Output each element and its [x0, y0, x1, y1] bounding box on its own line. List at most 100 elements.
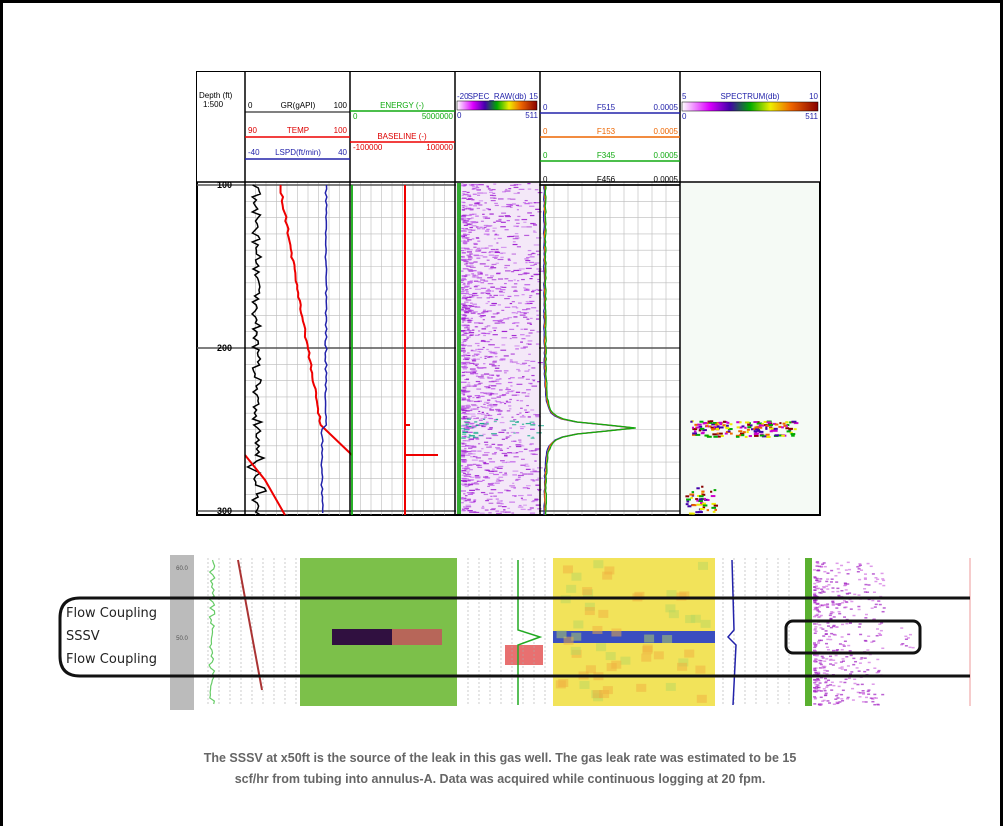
spectrogram-cell	[486, 290, 491, 291]
spectrum-cell	[909, 647, 912, 649]
spectrogram-cell	[461, 413, 467, 414]
spectrogram-cell	[523, 505, 527, 506]
spectrogram-cell	[496, 379, 500, 380]
spectrum-cell	[817, 690, 820, 692]
spectrogram-cell	[461, 456, 465, 457]
spectrogram-cell	[473, 295, 478, 296]
spectrogram-cell	[461, 392, 465, 393]
spectrogram-cell	[468, 483, 470, 484]
spectrogram-cell	[511, 441, 516, 442]
spectrogram-cell	[462, 325, 467, 326]
spectrum-cell	[842, 660, 845, 662]
spectrogram-cell	[463, 500, 466, 501]
spectrogram-cell	[472, 355, 475, 356]
spectrum-cell	[696, 500, 698, 502]
spectrum-cell	[704, 435, 708, 437]
spectrogram-cell	[470, 263, 473, 264]
spectrogram-cell	[516, 414, 519, 415]
spectrum-cell	[696, 426, 699, 428]
spectrogram-cell	[472, 460, 478, 461]
spectrogram-cell	[462, 470, 466, 471]
spectrogram-cell	[471, 199, 474, 200]
spectrogram-cell	[505, 512, 511, 513]
spectrogram-cell	[524, 371, 529, 372]
spectrogram-cell	[508, 389, 510, 390]
spectrogram-cell	[480, 357, 482, 358]
spectrogram-cell	[467, 239, 472, 240]
spectrum-cell	[905, 639, 908, 641]
spectrogram-cell	[487, 400, 490, 401]
spectrum-cell	[726, 425, 729, 427]
header-min: 5	[682, 92, 687, 101]
spectrogram-cell	[461, 382, 466, 383]
fft-patch	[662, 635, 672, 643]
spectrum-cell	[841, 636, 844, 638]
spectrum-cell	[852, 699, 855, 701]
spectrogram-cell	[487, 405, 493, 406]
spectrum-cell	[718, 436, 721, 438]
spectrogram-cell	[461, 287, 463, 288]
spectrum-cell	[836, 626, 839, 628]
spectrogram-cell	[504, 278, 508, 279]
spectrum-cell	[881, 573, 884, 575]
spectrogram-cell	[467, 338, 469, 339]
spectrum-cell	[703, 504, 708, 506]
spectrogram-cell	[461, 303, 465, 304]
spectrum-cell	[859, 634, 862, 636]
spectrum-cell	[816, 607, 819, 609]
spectrum-cell	[816, 563, 819, 565]
spectrogram-cell	[463, 352, 465, 353]
spectrogram-cell	[468, 397, 470, 398]
spectrum-cell	[814, 672, 817, 674]
spectrogram-cell	[536, 268, 541, 269]
spectrogram-cell	[512, 335, 517, 336]
spectrum-cell	[754, 435, 759, 437]
spectrogram-cell	[466, 505, 471, 506]
spectrogram-cell	[485, 274, 488, 275]
gr-curve	[209, 560, 215, 704]
spectrogram-cell	[469, 209, 472, 210]
spectrogram-cell	[488, 331, 492, 332]
spectrogram-cell	[512, 361, 518, 362]
spectrogram-cell	[522, 424, 524, 425]
spectrogram-cell	[493, 393, 498, 394]
spectrogram-cell	[481, 507, 484, 508]
spectrum-cell	[739, 421, 741, 423]
spectrogram-cell	[462, 460, 468, 461]
spectrogram-cell	[469, 439, 475, 440]
spectrum-cell	[739, 434, 741, 436]
header-name: ENERGY (-)	[380, 101, 424, 110]
spectrogram-cell	[507, 452, 512, 453]
spectrogram-cell	[469, 214, 474, 215]
spectrogram-cell	[509, 408, 511, 409]
spectrogram-cell	[486, 349, 489, 350]
spectrogram-cell	[469, 335, 472, 336]
spectrum-cell	[841, 649, 844, 651]
spectrogram-cell	[484, 234, 490, 235]
spectrogram-cell	[470, 373, 474, 374]
spectrogram-cell	[528, 416, 531, 417]
spectrogram-cell	[466, 255, 471, 256]
spectrogram-cell	[513, 471, 519, 472]
spectrogram-cell	[534, 460, 536, 461]
spectrogram-cell	[479, 383, 483, 384]
spectrogram-cell	[473, 188, 477, 189]
spectrogram-cell	[525, 396, 529, 397]
spectrum-cell	[827, 625, 830, 627]
spectrogram-cell	[468, 322, 472, 323]
spectrogram-cell	[513, 270, 519, 271]
spectrogram-cell	[488, 418, 492, 419]
spectrogram-cell	[461, 409, 464, 410]
spectrum-cell	[711, 495, 716, 497]
spectrum-cell	[874, 577, 877, 579]
spectrogram-cell	[491, 316, 495, 317]
spectrogram-cell	[462, 220, 466, 221]
spectrum-cell	[741, 434, 744, 436]
header-name: F345	[597, 151, 616, 160]
spectrogram-cell	[504, 283, 507, 284]
spectrogram-cell	[514, 283, 517, 284]
fft-patch	[697, 695, 707, 703]
spectrum-cell	[870, 697, 873, 699]
spectrum-cell	[767, 421, 771, 423]
spectrogram-cell	[484, 227, 487, 228]
